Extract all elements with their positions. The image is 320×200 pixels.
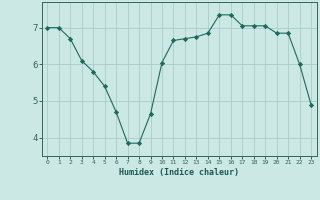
X-axis label: Humidex (Indice chaleur): Humidex (Indice chaleur) bbox=[119, 168, 239, 177]
